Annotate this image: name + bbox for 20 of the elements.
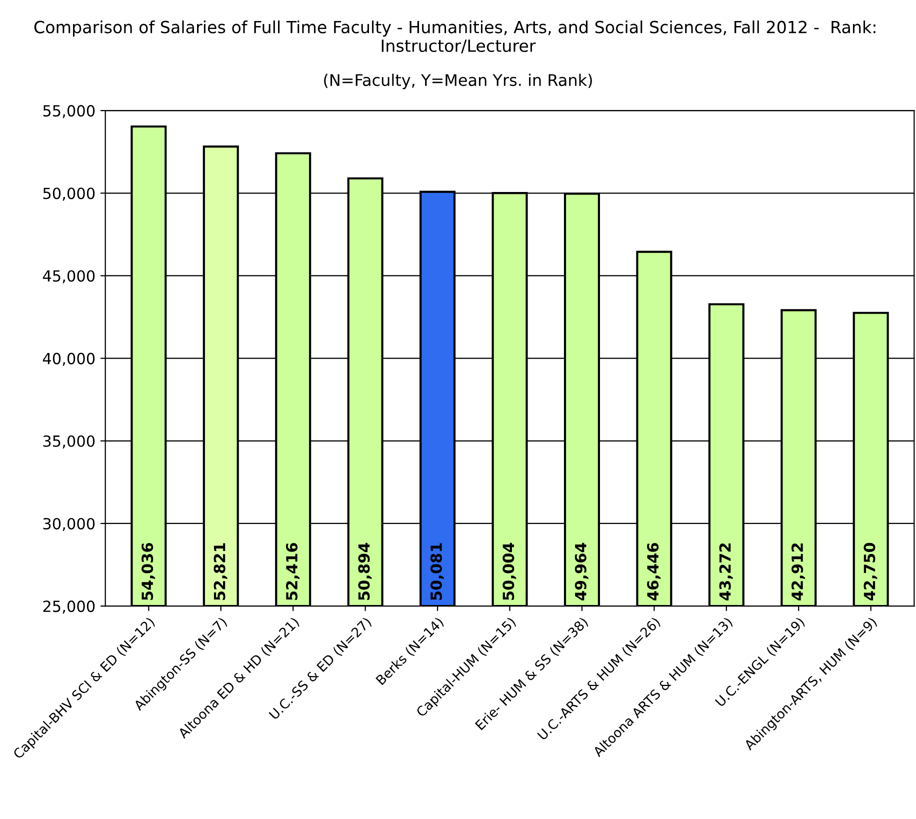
data-label: 50,081 [430,543,444,600]
data-label: 49,964 [574,542,588,600]
y-tick-label: 40,000 [42,352,95,366]
data-label: 43,272 [719,543,733,600]
y-tick-label: 35,000 [43,435,95,448]
y-tick-label: 45,000 [42,270,95,284]
data-label: 46,446 [647,542,661,600]
data-label: 52,416 [286,542,300,600]
y-tick-label: 55,000 [43,105,95,118]
y-tick-label: 25,000 [43,600,95,614]
y-tick-label: 50,000 [43,188,95,201]
y-tick-label: 30,000 [43,518,95,532]
data-label: 50,894 [358,542,372,600]
data-label: 50,004 [502,542,516,600]
data-label: 52,821 [214,543,228,600]
data-label: 42,750 [864,542,878,600]
data-label: 42,912 [792,543,806,600]
data-label: 54,036 [142,542,156,600]
chart-title: Comparison of Salaries of Full Time Faculty - Humanities, Arts, and Social Sciences, Fall 2012 - Rank: Instructor/Lecturer [34,20,876,54]
chart-subtitle: (N=Faculty, Y=Mean Yrs. in Rank) [324,74,592,90]
